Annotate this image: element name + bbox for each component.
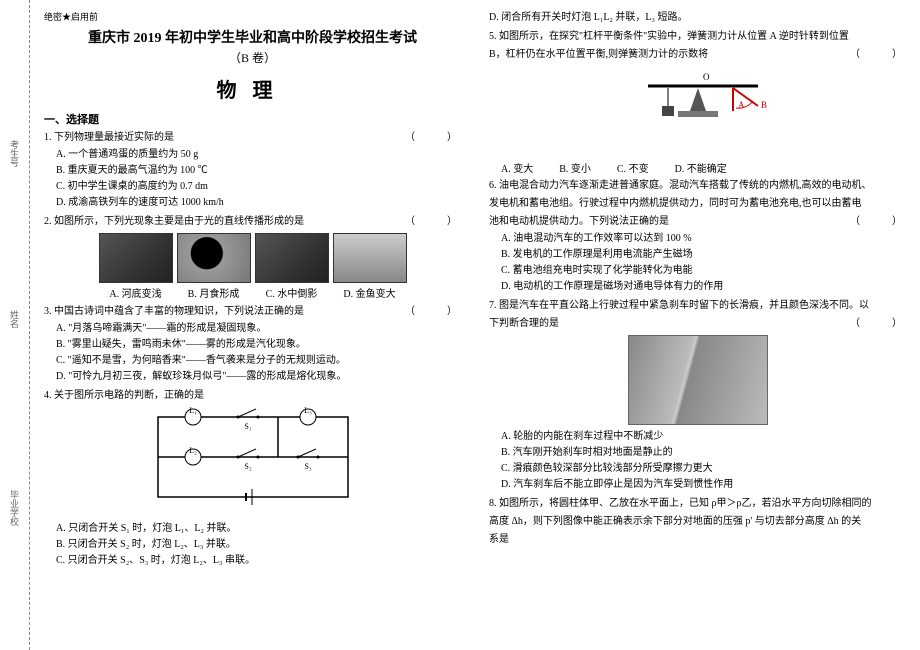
- q6-a: A. 油电混动汽车的工作效率可以达到 100 %: [501, 231, 906, 247]
- exam-title: 重庆市 2019 年初中学生毕业和高中阶段学校招生考试: [44, 27, 461, 47]
- q1-blank: （ ）: [405, 130, 461, 145]
- binding-label-name: 姓名: [8, 310, 21, 328]
- q2-cap-b: B. 月食形成: [177, 285, 251, 300]
- q2-fig-b: [177, 233, 251, 283]
- q2-fig-d: [333, 233, 407, 283]
- binding-label-id: 考生号: [8, 140, 21, 167]
- q2-cap-c: C. 水中倒影: [255, 285, 329, 300]
- q4-stem: 4. 关于图所示电路的判断，正确的是: [44, 388, 461, 403]
- q6-b: B. 发电机的工作原理是利用电流能产生磁场: [501, 247, 906, 263]
- q2-fig-a: [99, 233, 173, 283]
- q4-c: C. 只闭合开关 S₂、S₃ 时，灯泡 L₂、L₃ 串联。: [56, 553, 461, 569]
- svg-text:L₁: L₁: [189, 407, 197, 415]
- q4-circuit-figure: L₁ L₂ L₃ S₁ S₂ S₃: [138, 407, 368, 517]
- right-column: D. 闭合所有开关时灯泡 L₁L₂ 并联，L₃ 短路。 5. 如图所示，在探究"…: [475, 0, 920, 650]
- q8-stem3: 系是: [489, 532, 906, 547]
- binding-label-school: 毕业学校: [8, 490, 21, 526]
- svg-text:L₃: L₃: [304, 407, 312, 415]
- q2-fig-c: [255, 233, 329, 283]
- q6-stem3-line: 池和电动机提供动力。下列说法正确的是 （ ）: [489, 214, 906, 229]
- q1-b: B. 重庆夏天的最高气温约为 100 ℃: [56, 163, 461, 179]
- q8-stem2: 高度 Δh，则下列图像中能正确表示余下部分对地面的压强 p' 与切去部分高度 Δ…: [489, 514, 906, 529]
- q4-a: A. 只闭合开关 S₁ 时，灯泡 L₁、L₂ 并联。: [56, 521, 461, 537]
- q6-stem2: 发电机和蓄电池组。行驶过程中内燃机提供动力，同时可为蓄电池充电,也可以由蓄电: [489, 196, 906, 211]
- q1-a: A. 一个普通鸡蛋的质量约为 50 g: [56, 147, 461, 163]
- q5-a: A. 变大: [501, 160, 533, 175]
- q5-blank: （ ）: [850, 47, 906, 62]
- q1-stem: 1. 下列物理量最接近实际的是 （ ）: [44, 130, 461, 145]
- q5-lever-figure: O A B: [618, 66, 778, 156]
- svg-text:O: O: [703, 72, 710, 82]
- q7-stem1: 7. 图是汽车在平直公路上行驶过程中紧急刹车时留下的长滑痕，并且颜色深浅不同。以: [489, 298, 906, 313]
- q3-d: D. "可怜九月初三夜，解蚁珍珠月似弓"——露的形成是熔化现象。: [56, 369, 461, 385]
- q8-stem1: 8. 如图所示，将圆柱体甲、乙放在水平面上，已知 ρ甲＞ρ乙，若沿水平方向切除相…: [489, 496, 906, 511]
- q7-stem2-line: 下判断合理的是 （ ）: [489, 316, 906, 331]
- svg-text:S₂: S₂: [244, 462, 251, 471]
- q5-c: C. 不变: [617, 160, 649, 175]
- svg-text:S₃: S₃: [304, 462, 311, 471]
- q6-d: D. 电动机的工作原理是磁场对通电导体有力的作用: [501, 279, 906, 295]
- subject-title: 物理: [44, 74, 461, 103]
- q5-d: D. 不能确定: [675, 160, 727, 175]
- q3-blank: （ ）: [405, 304, 461, 319]
- q7-c: C. 滑痕颜色较深部分比较浅部分所受摩擦力更大: [501, 461, 906, 477]
- q4-b: B. 只闭合开关 S₂ 时，灯泡 L₂、L₃ 并联。: [56, 537, 461, 553]
- q1-text: 1. 下列物理量最接近实际的是: [44, 130, 174, 145]
- q2-blank: （ ）: [405, 214, 461, 229]
- q6-stem3: 池和电动机提供动力。下列说法正确的是: [489, 214, 669, 229]
- q3-text: 3. 中国古诗词中蕴含了丰富的物理知识，下列说法正确的是: [44, 304, 304, 319]
- q2-cap-a: A. 河底变浅: [99, 285, 173, 300]
- svg-text:B: B: [761, 100, 767, 110]
- q7-stem2: 下判断合理的是: [489, 316, 559, 331]
- q7-b: B. 汽车刚开始刹车时相对地面是静止的: [501, 445, 906, 461]
- q1-c: C. 初中学生课桌的高度约为 0.7 dm: [56, 179, 461, 195]
- q5-stem2-line: B，杠杆仍在水平位置平衡,则弹簧测力计的示数将 （ ）: [489, 47, 906, 62]
- q6-stem1: 6. 油电混合动力汽车逐渐走进普通家庭。混动汽车搭载了传统的内燃机,高效的电动机…: [489, 178, 906, 193]
- q2-cap-d: D. 金鱼变大: [333, 285, 407, 300]
- q5-stem1: 5. 如图所示，在探究"杠杆平衡条件"实验中，弹簧测力计从位置 A 逆时针转到位…: [489, 29, 906, 44]
- q7-a: A. 轮胎的内能在刹车过程中不断减少: [501, 429, 906, 445]
- q6-c: C. 蓄电池组充电时实现了化学能转化为电能: [501, 263, 906, 279]
- q7-d: D. 汽车刹车后不能立即停止是因为汽车受到惯性作用: [501, 477, 906, 493]
- q1-d: D. 成渝高铁列车的速度可达 1000 km/h: [56, 195, 461, 211]
- svg-text:S₁: S₁: [244, 422, 251, 431]
- q2-figures: A. 河底变浅 B. 月食形成 C. 水中倒影 D. 金鱼变大: [44, 233, 461, 300]
- section-heading: 一、选择题: [44, 111, 461, 127]
- binding-margin: 考生号 姓名 毕业学校: [0, 0, 30, 650]
- q5-stem2: B，杠杆仍在水平位置平衡,则弹簧测力计的示数将: [489, 47, 708, 62]
- secret-label: 绝密★启用前: [44, 10, 461, 23]
- q2-stem: 2. 如图所示，下列光现象主要是由于光的直线传播形成的是 （ ）: [44, 214, 461, 229]
- q3-b: B. "雾里山疑失，雷鸣雨未休"——雾的形成是汽化现象。: [56, 337, 461, 353]
- q2-text: 2. 如图所示，下列光现象主要是由于光的直线传播形成的是: [44, 214, 304, 229]
- q3-stem: 3. 中国古诗词中蕴含了丰富的物理知识，下列说法正确的是 （ ）: [44, 304, 461, 319]
- exam-subtitle: （B 卷）: [44, 49, 461, 66]
- q7-blank: （ ）: [850, 316, 906, 331]
- q4-d: D. 闭合所有开关时灯泡 L₁L₂ 并联，L₃ 短路。: [489, 10, 906, 26]
- exam-page: 考生号 姓名 毕业学校 绝密★启用前 重庆市 2019 年初中学生毕业和高中阶段…: [0, 0, 920, 650]
- q5-b: B. 变小: [559, 160, 591, 175]
- left-column: 绝密★启用前 重庆市 2019 年初中学生毕业和高中阶段学校招生考试 （B 卷）…: [30, 0, 475, 650]
- svg-text:L₂: L₂: [189, 446, 197, 455]
- q7-road-figure: [628, 335, 768, 425]
- q3-c: C. "遥知不是雪，为何暗香来"——香气袭来是分子的无规则运动。: [56, 353, 461, 369]
- q3-a: A. "月落乌啼霜满天"——霜的形成是凝固现象。: [56, 321, 461, 337]
- q6-blank: （ ）: [850, 214, 906, 229]
